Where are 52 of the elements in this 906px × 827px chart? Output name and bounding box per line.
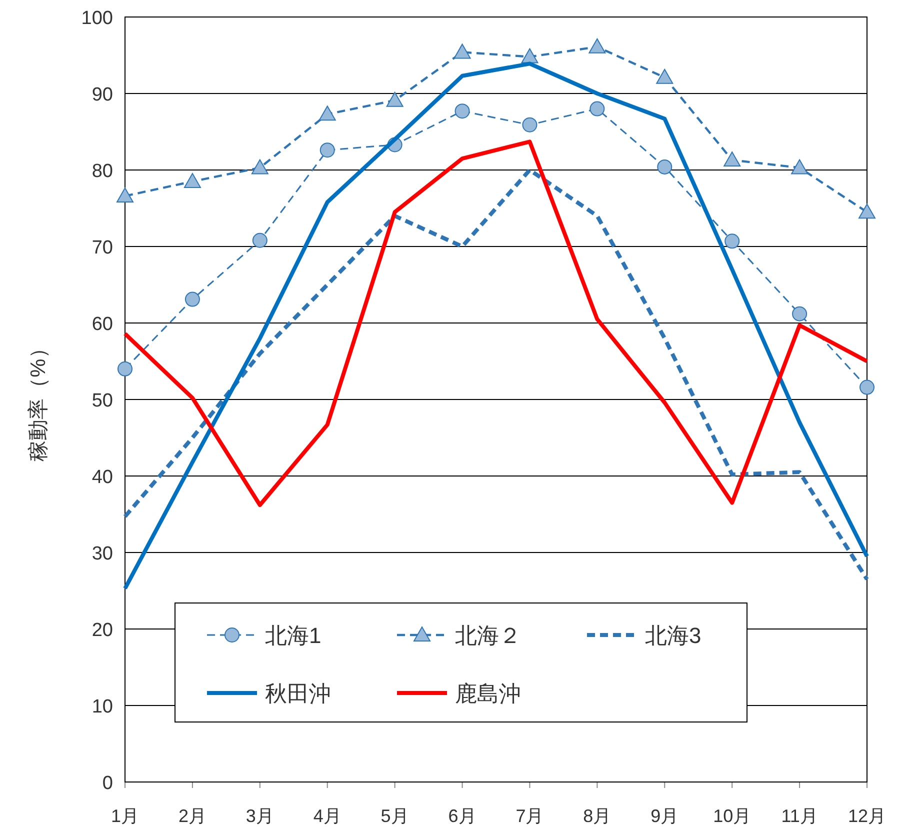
legend-label: 北海3 bbox=[645, 623, 702, 648]
x-tick-label: 12月 bbox=[848, 806, 886, 826]
y-tick-label: 80 bbox=[92, 161, 113, 182]
point bbox=[116, 188, 134, 203]
x-tick-label: 5月 bbox=[380, 806, 409, 826]
legend-label: 鹿島沖 bbox=[455, 681, 521, 706]
point bbox=[320, 142, 335, 158]
point bbox=[454, 44, 471, 59]
point bbox=[184, 292, 200, 307]
point bbox=[724, 234, 740, 249]
point bbox=[656, 68, 674, 84]
point bbox=[522, 117, 538, 132]
y-tick-label: 100 bbox=[81, 8, 113, 29]
x-tick-label: 3月 bbox=[246, 806, 274, 826]
x-tick-label: 8月 bbox=[583, 806, 612, 826]
point bbox=[724, 152, 741, 167]
x-tick-label: 10月 bbox=[713, 806, 752, 826]
point bbox=[521, 48, 538, 64]
x-tick-label: 4月 bbox=[313, 806, 342, 826]
x-tick-label: 1月 bbox=[110, 806, 140, 826]
y-axis-title: 稼動率（%） bbox=[27, 338, 50, 462]
point bbox=[657, 159, 672, 174]
point bbox=[588, 38, 606, 54]
point bbox=[318, 106, 336, 121]
y-tick-label: 0 bbox=[102, 773, 113, 794]
y-tick-label: 90 bbox=[92, 84, 113, 106]
point bbox=[858, 204, 876, 219]
point bbox=[792, 306, 808, 322]
point bbox=[791, 159, 808, 174]
point bbox=[252, 232, 268, 248]
point bbox=[590, 101, 605, 116]
legend-label: 秋田沖 bbox=[265, 681, 331, 706]
y-tick-label: 60 bbox=[92, 314, 113, 335]
x-tick-label: 7月 bbox=[516, 806, 544, 826]
legend-label: 北海1 bbox=[265, 623, 322, 648]
y-tick-label: 30 bbox=[92, 544, 113, 564]
point bbox=[860, 380, 874, 395]
y-tick-label: 20 bbox=[92, 620, 113, 641]
point bbox=[251, 159, 268, 174]
x-tick-label: 11月 bbox=[781, 806, 818, 826]
point bbox=[386, 92, 404, 107]
x-tick-label: 9月 bbox=[650, 806, 679, 826]
x-tick-label: 2月 bbox=[178, 806, 206, 826]
point bbox=[118, 361, 132, 376]
legend-label: 北海２ bbox=[455, 623, 521, 648]
y-tick-label: 10 bbox=[92, 696, 113, 718]
point bbox=[454, 104, 470, 119]
y-tick-label: 50 bbox=[92, 390, 113, 412]
y-tick-label: 70 bbox=[92, 238, 113, 258]
x-tick-label: 6月 bbox=[448, 806, 476, 826]
point bbox=[184, 172, 201, 188]
y-tick-label: 40 bbox=[92, 467, 113, 488]
